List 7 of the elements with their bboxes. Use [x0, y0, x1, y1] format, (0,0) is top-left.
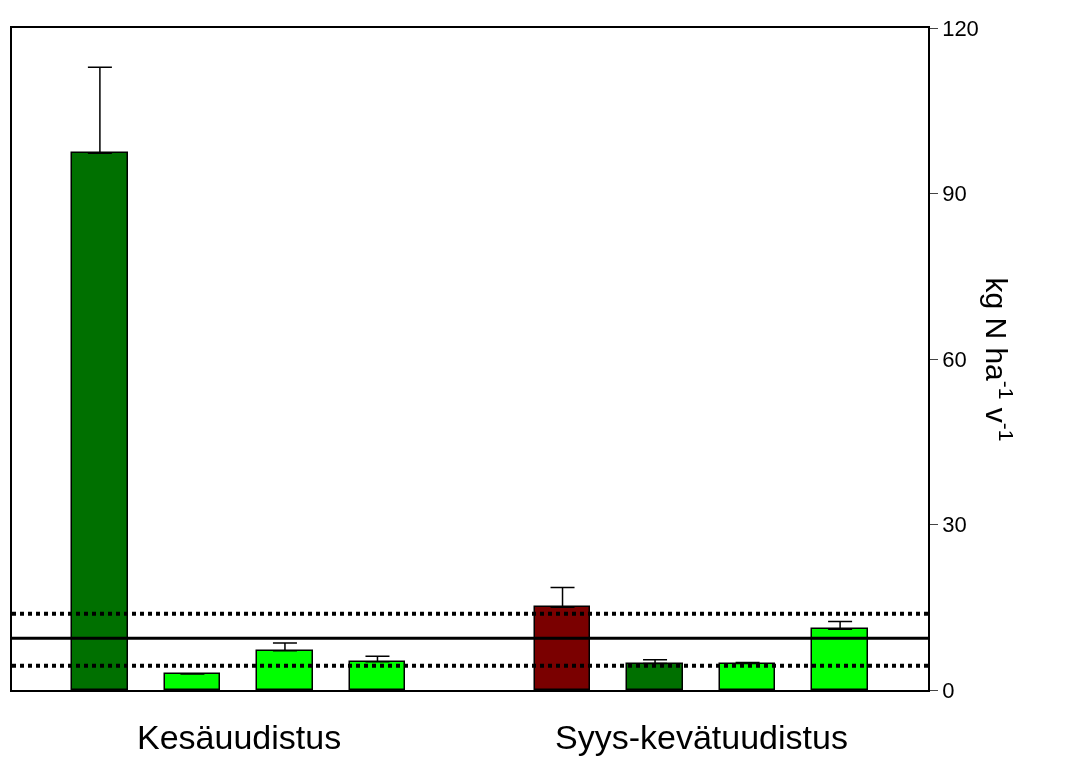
- y-tick-label: 30: [942, 512, 967, 538]
- y-tick-label: 60: [942, 346, 967, 372]
- y-tick-label: 0: [942, 677, 955, 703]
- text: Kesäuudistus: [137, 718, 342, 756]
- text: Syys-kevätuudistus: [555, 718, 848, 756]
- y-tick-label: 90: [942, 181, 967, 207]
- y-tick-label: 120: [942, 15, 979, 41]
